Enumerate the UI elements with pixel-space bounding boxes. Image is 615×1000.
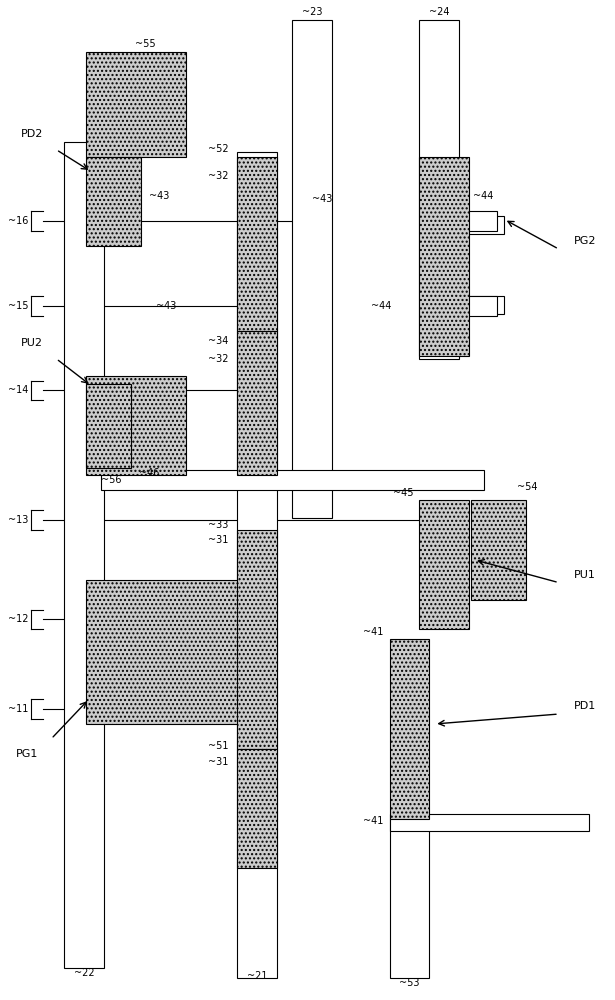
Text: ~51: ~51: [208, 741, 228, 751]
Text: ~43: ~43: [156, 301, 176, 311]
Text: PU1: PU1: [574, 570, 596, 580]
Text: ~45: ~45: [393, 488, 413, 498]
Text: ~23: ~23: [302, 7, 322, 17]
Bar: [459, 296, 497, 316]
Text: ~46: ~46: [139, 468, 159, 478]
Text: ~53: ~53: [399, 978, 420, 988]
Text: ~15: ~15: [8, 301, 28, 311]
Text: ~11: ~11: [8, 704, 28, 714]
Text: ~24: ~24: [429, 7, 450, 17]
Text: ~41: ~41: [363, 816, 384, 826]
Text: ~16: ~16: [8, 216, 28, 226]
Bar: [459, 216, 504, 234]
Text: ~44: ~44: [371, 301, 392, 311]
Bar: [101, 470, 484, 490]
Text: ~52: ~52: [208, 144, 228, 154]
Bar: [86, 376, 186, 475]
Bar: [459, 296, 504, 314]
Text: ~14: ~14: [8, 385, 28, 395]
Text: PD1: PD1: [574, 701, 596, 711]
Text: ~43: ~43: [149, 191, 169, 201]
Text: PD2: PD2: [21, 129, 43, 139]
Bar: [390, 639, 429, 819]
Bar: [419, 157, 469, 356]
Text: ~13: ~13: [8, 515, 28, 525]
Text: ~42: ~42: [248, 722, 269, 732]
Bar: [86, 384, 131, 468]
Bar: [64, 142, 104, 968]
Text: PU2: PU2: [21, 338, 43, 348]
Text: ~33: ~33: [208, 520, 228, 530]
Bar: [86, 157, 141, 246]
Bar: [459, 211, 497, 231]
Text: ~31: ~31: [208, 757, 228, 767]
Bar: [390, 814, 589, 831]
Bar: [237, 749, 277, 868]
Bar: [237, 157, 277, 331]
Bar: [237, 152, 277, 978]
Text: ~42: ~42: [248, 567, 269, 577]
Text: ~31: ~31: [208, 535, 228, 545]
Bar: [237, 530, 277, 749]
Text: ~54: ~54: [517, 482, 538, 492]
Text: PG1: PG1: [16, 749, 38, 759]
Bar: [292, 20, 332, 518]
Bar: [471, 500, 526, 600]
Bar: [86, 580, 240, 724]
Text: ~41: ~41: [363, 627, 384, 637]
Bar: [86, 52, 186, 157]
Text: ~43: ~43: [312, 194, 332, 204]
Text: ~22: ~22: [74, 968, 94, 978]
Text: ~44: ~44: [474, 191, 494, 201]
Bar: [419, 500, 469, 629]
Text: ~32: ~32: [208, 354, 228, 364]
Text: ~56: ~56: [101, 475, 121, 485]
Text: ~55: ~55: [135, 39, 156, 49]
Text: PG2: PG2: [574, 236, 597, 246]
Text: ~34: ~34: [208, 336, 228, 346]
Text: ~12: ~12: [8, 614, 28, 624]
Text: ~32: ~32: [208, 171, 228, 181]
Bar: [237, 331, 277, 475]
Bar: [390, 819, 429, 978]
Text: ~21: ~21: [247, 971, 268, 981]
Bar: [419, 20, 459, 359]
